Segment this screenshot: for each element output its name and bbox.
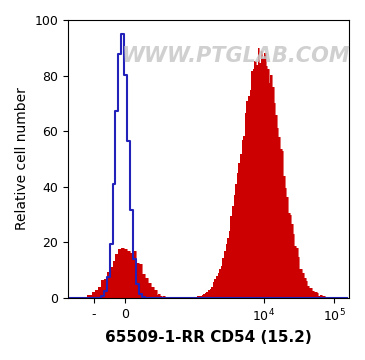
Y-axis label: Relative cell number: Relative cell number: [15, 87, 29, 230]
X-axis label: 65509-1-RR CD54 (15.2): 65509-1-RR CD54 (15.2): [105, 330, 312, 345]
Text: WWW.PTGLAB.COM: WWW.PTGLAB.COM: [122, 46, 351, 66]
Polygon shape: [64, 48, 347, 298]
